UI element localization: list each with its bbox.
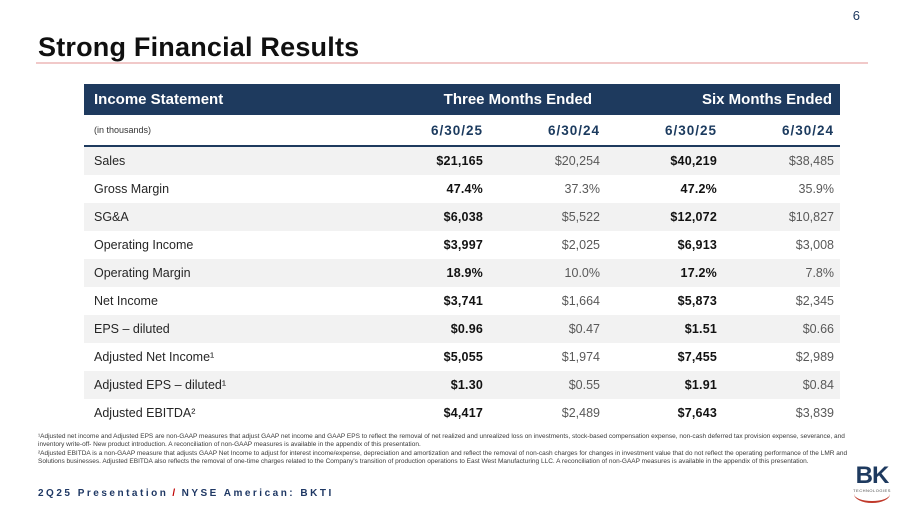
- table-cell: $3,839: [795, 406, 834, 420]
- table-cell: 7.8%: [805, 266, 835, 280]
- table-cell: $5,055: [443, 350, 483, 364]
- income-statement-table: Income Statement Three Months Ended Six …: [84, 84, 840, 427]
- table-cell: 18.9%: [446, 266, 483, 280]
- table-date-row: (in thousands) 6/30/25 6/30/24 6/30/25 6…: [84, 115, 840, 147]
- table-header-income-statement: Income Statement: [94, 91, 224, 108]
- table-row-net-income: Net Income $3,741 $1,664 $5,873 $2,345: [84, 287, 840, 315]
- date-column-header: 6/30/24: [781, 122, 834, 138]
- table-cell: $40,219: [670, 154, 717, 168]
- table-cell: 37.3%: [564, 182, 600, 196]
- table-row-operating-margin: Operating Margin 18.9% 10.0% 17.2% 7.8%: [84, 259, 840, 287]
- table-cell: 10.0%: [564, 266, 600, 280]
- table-row-eps-diluted: EPS – diluted $0.96 $0.47 $1.51 $0.66: [84, 315, 840, 343]
- bk-logo-red-arc-icon: [854, 494, 890, 503]
- table-cell: 35.9%: [798, 182, 834, 196]
- row-label: EPS – diluted: [94, 322, 170, 336]
- row-label: Adjusted Net Income¹: [94, 350, 215, 364]
- table-cell: $4,417: [443, 406, 483, 420]
- row-label: Gross Margin: [94, 182, 170, 196]
- table-row-adjusted-ebitda: Adjusted EBITDA² $4,417 $2,489 $7,643 $3…: [84, 399, 840, 427]
- row-label: Adjusted EBITDA²: [94, 406, 196, 420]
- row-label: Sales: [94, 154, 126, 168]
- table-cell: 17.2%: [680, 266, 717, 280]
- table-header-three-months: Three Months Ended: [443, 91, 592, 108]
- table-cell: $20,254: [554, 154, 600, 168]
- table-cell: $21,165: [436, 154, 483, 168]
- page-number: 6: [852, 8, 860, 23]
- table-row-gross-margin: Gross Margin 47.4% 37.3% 47.2% 35.9%: [84, 175, 840, 203]
- bk-technologies-logo: BK TECHNOLOGIES: [850, 464, 894, 503]
- table-cell: $6,913: [677, 238, 717, 252]
- table-cell: $12,072: [670, 210, 717, 224]
- table-cell: $5,873: [677, 294, 717, 308]
- row-label: Operating Margin: [94, 266, 191, 280]
- table-cell: $2,489: [561, 406, 600, 420]
- table-cell: $3,008: [795, 238, 834, 252]
- slide-title: Strong Financial Results: [38, 32, 360, 63]
- footer-ticker-label: NYSE American: BKTI: [181, 488, 334, 499]
- table-header-six-months: Six Months Ended: [701, 91, 832, 108]
- table-cell: $0.55: [568, 378, 600, 392]
- table-row-adjusted-net-income: Adjusted Net Income¹ $5,055 $1,974 $7,45…: [84, 343, 840, 371]
- table-cell: $1,974: [561, 350, 600, 364]
- title-underline: [36, 62, 868, 64]
- footer-bar: 2Q25 Presentation / NYSE American: BKTI: [38, 488, 334, 499]
- bk-logo-subtext: TECHNOLOGIES: [853, 488, 891, 493]
- table-cell: $10,827: [788, 210, 834, 224]
- table-cell: $3,997: [443, 238, 483, 252]
- table-header-row: Income Statement Three Months Ended Six …: [84, 84, 840, 115]
- footnotes: ¹Adjusted net income and Adjusted EPS ar…: [38, 433, 860, 467]
- footnote-2: ²Adjusted EBITDA is a non-GAAP measure t…: [38, 449, 848, 466]
- table-cell: $7,455: [677, 350, 717, 364]
- in-thousands-label: (in thousands): [94, 125, 152, 135]
- table-row-sales: Sales $21,165 $20,254 $40,219 $38,485: [84, 147, 840, 175]
- table-cell: $1.51: [684, 322, 717, 336]
- footer-separator: /: [172, 488, 178, 499]
- table-body: Sales $21,165 $20,254 $40,219 $38,485 Gr…: [84, 147, 840, 427]
- table-cell: $7,643: [677, 406, 717, 420]
- table-cell: $38,485: [788, 154, 834, 168]
- table-row-operating-income: Operating Income $3,997 $2,025 $6,913 $3…: [84, 231, 840, 259]
- row-label: Adjusted EPS – diluted¹: [94, 378, 227, 392]
- table-cell: $1.91: [684, 378, 717, 392]
- footnote-1: ¹Adjusted net income and Adjusted EPS ar…: [38, 433, 845, 449]
- table-cell: $1.30: [450, 378, 483, 392]
- table-cell: $0.96: [450, 322, 483, 336]
- table-row-adjusted-eps-diluted: Adjusted EPS – diluted¹ $1.30 $0.55 $1.9…: [84, 371, 840, 399]
- table-cell: $2,345: [795, 294, 834, 308]
- table-cell: $2,025: [561, 238, 600, 252]
- date-column-header: 6/30/25: [430, 122, 483, 138]
- bk-logo-text: BK: [855, 462, 890, 489]
- table-row-sga: SG&A $6,038 $5,522 $12,072 $10,827: [84, 203, 840, 231]
- row-label: SG&A: [94, 210, 129, 224]
- table-cell: $0.66: [802, 322, 834, 336]
- footer-presentation-label: 2Q25 Presentation: [38, 488, 169, 499]
- date-column-header: 6/30/24: [547, 122, 600, 138]
- table-cell: $0.47: [568, 322, 600, 336]
- table-cell: $5,522: [561, 210, 600, 224]
- table-cell: 47.4%: [446, 182, 483, 196]
- table-cell: $0.84: [802, 378, 834, 392]
- table-cell: $2,989: [795, 350, 834, 364]
- table-cell: 47.2%: [680, 182, 717, 196]
- row-label: Operating Income: [94, 238, 194, 252]
- date-column-header: 6/30/25: [664, 122, 717, 138]
- table-cell: $1,664: [561, 294, 600, 308]
- table-cell: $6,038: [443, 210, 483, 224]
- row-label: Net Income: [94, 294, 158, 308]
- table-cell: $3,741: [443, 294, 483, 308]
